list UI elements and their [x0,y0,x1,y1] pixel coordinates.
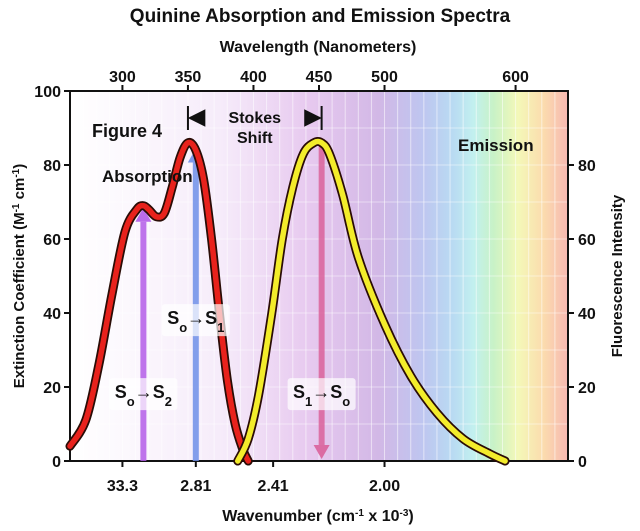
absorption-curve [67,139,251,464]
spectrum-curves [65,136,510,466]
transition-label-bg [109,378,178,411]
chart-title: Quinine Absorption and Emission Spectra [130,6,511,27]
stokes-shift-annotation: Stokes Shift [186,106,323,147]
transition-label: So→S1 [167,308,224,335]
right-axis-label: Fluorescence Intensity [609,194,626,357]
left-tick-label: 80 [43,158,61,175]
left-tick-label: 60 [43,232,61,249]
top-tick-label: 300 [109,69,136,86]
emission-label: Emission [458,136,534,155]
right-tick-label: 0 [578,454,587,471]
transition-label-bg [287,378,356,411]
left-tick-label: 20 [43,380,61,397]
right-axis-ticks: 0 20 40 60 80 [568,158,596,471]
figure-label: Figure 4 [92,121,162,141]
transition-label: So→S2 [115,382,172,409]
top-tick-label: 500 [371,69,398,86]
left-tick-label: 100 [34,84,61,101]
left-tick-label: 40 [43,306,61,323]
right-tick-label: 40 [578,306,596,323]
absorption-label: Absorption [102,167,193,186]
top-tick-label: 450 [306,69,333,86]
top-axis-label: Wavelength (Nanometers) [220,39,417,56]
top-tick-label: 400 [240,69,267,86]
top-axis-ticks: 300 350 400 450 500 600 [109,69,529,91]
transition-label: S1→So [293,382,350,409]
transition-arrow-head [135,207,152,222]
transition-label-bg [161,304,230,337]
bottom-axis-label: Wavenumber (cm-1 x 10-3) [222,508,414,526]
bottom-axis-ticks: 33.3 2.81 2.41 2.00 [107,461,400,495]
bottom-tick-label: 2.81 [180,478,211,495]
stokes-label-line2: Shift [237,130,273,147]
stokes-label-line1: Stokes [229,110,282,127]
emission-curve [234,138,508,464]
top-tick-label: 350 [175,69,202,86]
right-tick-label: 60 [578,232,596,249]
right-tick-label: 80 [578,158,596,175]
bottom-tick-label: 33.3 [107,478,138,495]
left-axis-label: Extinction Coefficient (M-1 cm-1) [11,164,29,389]
transition-arrow-head [313,445,330,459]
top-tick-label: 600 [502,69,529,86]
transition-labels: So→S2 So→S1 S1→So [109,304,356,411]
right-tick-label: 20 [578,380,596,397]
left-axis-ticks: 0 20 40 60 80 100 [34,84,70,471]
bottom-tick-label: 2.41 [258,478,289,495]
left-tick-label: 0 [52,454,61,471]
bottom-tick-label: 2.00 [369,478,400,495]
